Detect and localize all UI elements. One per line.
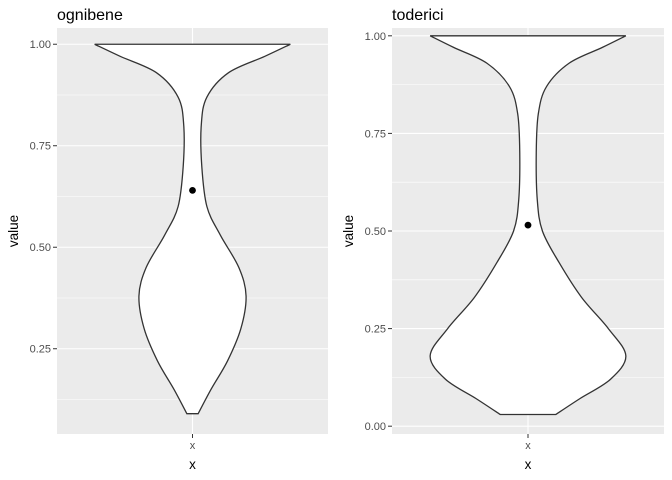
plot-title-toderici: toderici (392, 7, 444, 24)
y-tick-label: 1.00 (365, 31, 386, 43)
x-tick-label: x (190, 440, 196, 452)
y-axis: 0.25 0.50 0.75 1.00 (30, 39, 57, 356)
x-axis-title: x (189, 457, 196, 472)
x-tick-label: x (525, 440, 531, 452)
panel-ognibene: ognibene 0.25 0.50 0.75 1.00 x x value (6, 7, 328, 472)
panel-toderici: toderici 0.00 0.25 0.50 0.75 1.00 x x value (341, 7, 664, 472)
y-axis-title: value (6, 215, 21, 247)
summary-point (189, 187, 196, 194)
y-axis: 0.00 0.25 0.50 0.75 1.00 (365, 31, 392, 433)
y-tick-label: 0.50 (30, 242, 51, 254)
x-axis-title: x (525, 457, 532, 472)
y-tick-label: 0.75 (30, 141, 51, 153)
y-tick-label: 1.00 (30, 39, 51, 51)
violin-shape (94, 43, 291, 415)
y-axis-title: value (341, 215, 356, 247)
y-tick-label: 0.00 (365, 421, 386, 433)
plot-title-ognibene: ognibene (57, 7, 123, 24)
y-tick-label: 0.50 (365, 226, 386, 238)
summary-point (524, 221, 532, 229)
y-tick-label: 0.25 (30, 344, 51, 356)
y-tick-label: 0.75 (365, 128, 386, 140)
y-tick-label: 0.25 (365, 324, 386, 336)
violin-layer (94, 43, 291, 415)
violin-layer (429, 35, 627, 416)
